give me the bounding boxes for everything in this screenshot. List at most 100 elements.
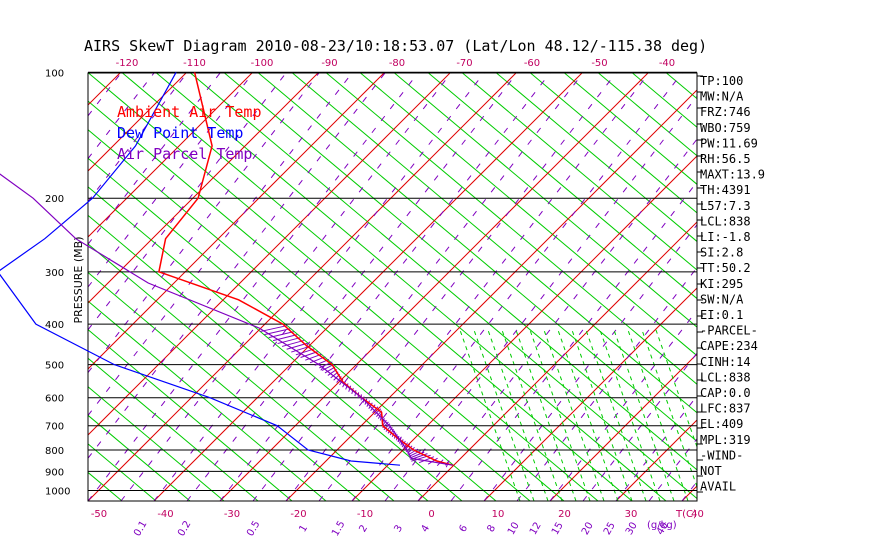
isotherm-line (87, 72, 253, 238)
dry-adiabat-line (87, 243, 395, 502)
pressure-tick-label: 600 (45, 394, 64, 405)
cape-hatch-line (408, 450, 422, 458)
mixing-ratio-line (582, 352, 698, 502)
moist-adiabat-line (599, 329, 661, 502)
mixing-ratio-label: 0.1 (132, 519, 149, 538)
moist-adiabat-line (627, 329, 689, 502)
stat-item: FRZ:746 (700, 105, 751, 119)
mixing-ratio-line (417, 138, 698, 502)
cape-hatch (259, 325, 450, 468)
dry-adiabat-line (87, 472, 123, 502)
moist-adiabat-line (543, 329, 605, 502)
mixing-ratio-label: 0.5 (245, 519, 262, 538)
mixing-ratio-label: 10 (506, 520, 522, 537)
pressure-tick-label: 800 (45, 446, 64, 457)
cape-hatch-line (277, 337, 301, 345)
plot-frame (87, 72, 698, 502)
top-temp-tick-label: -100 (251, 58, 274, 69)
dry-adiabat-line (87, 386, 225, 502)
dry-adiabat-line (326, 72, 698, 385)
moist-adiabat-line (571, 329, 633, 502)
dry-adiabat-line (87, 300, 327, 502)
top-temp-tick-label: -120 (116, 58, 139, 69)
stat-item: LFC:837 (700, 402, 751, 416)
moist-adiabat-line (515, 329, 577, 502)
dry-adiabat-line (87, 129, 531, 502)
isotherm-line (417, 221, 698, 502)
isotherm-line (483, 287, 698, 502)
mixing-ratio-label: 6 (457, 523, 470, 534)
cape-hatch-line (404, 443, 411, 451)
isotherm-line (87, 72, 319, 304)
series-line (158, 72, 453, 466)
isotherm-line (285, 89, 698, 502)
stat-item: NOT (700, 464, 722, 478)
isotherm-line (615, 419, 698, 502)
top-temp-tick-label: -60 (524, 58, 540, 69)
mixing-ratio-unit: (g/kg) (647, 520, 677, 531)
mixing-ratio-label: 30 (624, 520, 640, 537)
dry-adiabat-line (156, 72, 667, 502)
legend-entry: Ambient Air Temp (117, 103, 262, 121)
isotherm-line (153, 72, 583, 502)
bottom-temp-tick-label: -50 (91, 509, 107, 520)
mixing-ratio-line (87, 72, 188, 202)
isotherm-line (87, 72, 187, 172)
dry-adiabat-line (666, 72, 698, 100)
mixing-ratio-label: 1.5 (330, 519, 347, 538)
dry-adiabat-line (88, 72, 599, 502)
cape-hatch-line (374, 408, 382, 416)
moist-adiabat-line (473, 329, 535, 502)
mixing-ratio-line (153, 72, 485, 502)
dry-adiabat-line (122, 72, 633, 502)
mixing-ratio-label: 8 (485, 523, 498, 534)
moist-adiabat-line (487, 329, 549, 502)
stat-item: TP:100 (700, 74, 743, 88)
pressure-tick-label: 500 (45, 361, 64, 372)
stat-item: MW:N/A (700, 90, 744, 104)
pressure-tick-label: 300 (45, 268, 64, 279)
isotherm-grid (87, 72, 698, 502)
mixing-ratio-line (483, 224, 698, 502)
isotherm-line (87, 72, 517, 502)
cape-hatch-line (281, 339, 305, 347)
cape-hatch-line (368, 402, 373, 409)
mixing-ratio-line (450, 181, 698, 502)
mixing-ratio-line (87, 72, 320, 373)
stat-item: MAXT:13.9 (700, 168, 765, 182)
bottom-temp-tick-label: 30 (625, 509, 638, 520)
stat-item: CAPE:234 (700, 339, 758, 353)
dry-adiabat-line (564, 72, 698, 185)
stat-item: CAP:0.0 (700, 386, 751, 400)
dry-adiabat-line (632, 72, 698, 128)
dry-adiabat-line (394, 72, 698, 328)
mixing-ratio-line (87, 72, 122, 117)
stat-item: LI:-1.8 (700, 230, 751, 244)
bottom-temp-tick-label: 40 (691, 509, 704, 520)
stat-item: CINH:14 (700, 355, 751, 369)
stat-item: EI:0.1 (700, 308, 743, 322)
stat-item: TT:50.2 (700, 261, 751, 275)
pressure-tick-label: 1000 (45, 487, 70, 498)
mixing-ratio-line (120, 72, 452, 502)
cape-hatch-line (259, 325, 288, 333)
pressure-tick-label: 200 (45, 194, 64, 205)
mixing-ratio-label: 15 (550, 520, 566, 537)
stat-item: EL:409 (700, 417, 743, 431)
moist-adiabat-line (641, 329, 698, 487)
bottom-temp-tick-label: 10 (492, 509, 505, 520)
legend: Ambient Air Temp Dew Point Temp Air Parcel… (117, 103, 262, 163)
y-axis-label: PRESSURE (MB) (72, 237, 85, 324)
cape-hatch-line (370, 404, 376, 412)
legend-entry: Air Parcel Temp (117, 145, 252, 163)
mixing-ratio-line (252, 72, 584, 502)
mixing-ratio-grid (87, 72, 698, 502)
mixing-ratio-line (87, 72, 254, 288)
mixing-ratio-line (384, 96, 698, 502)
stat-item: SI:2.8 (700, 246, 743, 260)
mixing-ratio-label: 3 (392, 523, 405, 534)
pressure-tick-label: 400 (45, 320, 64, 331)
cape-hatch-line (427, 457, 438, 465)
bottom-temp-tick-label: -10 (357, 509, 373, 520)
stat-item: RH:56.5 (700, 152, 751, 166)
